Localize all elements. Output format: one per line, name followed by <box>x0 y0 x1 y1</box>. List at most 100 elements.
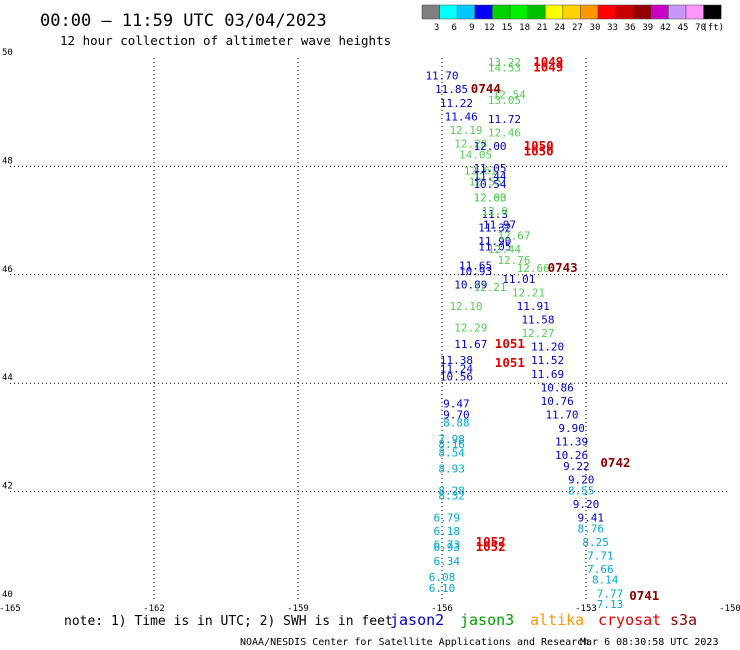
x-tick-label: -165 <box>0 604 21 614</box>
wave-height-label: 8.54 <box>438 446 465 459</box>
x-tick-label: -156 <box>431 604 453 614</box>
satellite-legend-cryosat: cryosat <box>598 611 661 629</box>
wave-height-label: 8.25 <box>582 536 609 549</box>
wave-height-label: 10.54 <box>473 178 506 191</box>
color-scale-label: 70 <box>695 23 706 33</box>
wave-height-label: 13.05 <box>488 94 521 107</box>
wave-height-label: 11.22 <box>440 97 473 110</box>
color-scale-label: 12 <box>484 23 495 33</box>
wave-height-label: 11.85 <box>435 83 468 96</box>
wave-height-label: 11.52 <box>531 354 564 367</box>
color-scale-label: 42 <box>660 23 671 33</box>
wave-height-label: 11.32 <box>478 221 511 234</box>
wave-height-label: 11.01 <box>502 273 535 286</box>
color-scale-label: 15 <box>502 23 513 33</box>
color-scale-label: 30 <box>590 23 601 33</box>
y-tick-label: 48 <box>2 156 13 166</box>
color-scale-label: 36 <box>625 23 636 33</box>
color-swatch <box>562 4 581 20</box>
color-swatch <box>703 4 722 20</box>
y-tick-label: 46 <box>2 265 13 275</box>
wave-height-label: 11.69 <box>531 368 564 381</box>
color-scale-label: 6 <box>451 23 456 33</box>
wave-height-label: 6.18 <box>434 525 461 538</box>
color-swatch <box>421 4 440 20</box>
wave-height-label: 11.3 <box>482 208 509 221</box>
wave-height-label: 12.00 <box>473 140 506 153</box>
wave-height-label: 7.66 <box>587 563 614 576</box>
plot-area: -165 -162 -159 -156 -153 -150 40 42 44 46 48 50 11.7… <box>0 48 740 614</box>
y-tick-label: 50 <box>2 48 13 58</box>
wave-height-label: 9.47 <box>443 398 470 411</box>
color-scale-label: 24 <box>554 23 565 33</box>
color-swatch <box>580 4 599 20</box>
wave-height-label: 12.0 <box>482 205 509 218</box>
pass-time-label: 1052 <box>476 539 506 554</box>
wave-height-label: 11.70 <box>545 408 578 421</box>
pass-time-label: 0742 <box>600 455 630 470</box>
wave-height-label: 11.24 <box>440 362 473 375</box>
wave-height-label: 11.05 <box>473 162 506 175</box>
wave-height-label: 9.20 <box>573 498 600 511</box>
wave-height-label: 11.20 <box>531 341 564 354</box>
wave-height-label: 12.29 <box>454 322 487 335</box>
wave-height-label: 14.05 <box>459 148 492 161</box>
wave-height-label: 6.73 <box>434 539 461 552</box>
color-scale-label: 33 <box>607 23 618 33</box>
wave-height-label: 12.10 <box>449 300 482 313</box>
wave-height-label: 8.14 <box>592 574 619 587</box>
pass-time-label: 1050 <box>524 138 554 153</box>
wave-height-label: 12.27 <box>521 327 554 340</box>
x-tick-label: -159 <box>287 604 309 614</box>
wave-height-label: 9.22 <box>563 460 590 473</box>
wave-height-label: 9.20 <box>568 473 595 486</box>
y-tick-label: 40 <box>2 590 13 600</box>
pass-time-label: 1049 <box>533 60 563 75</box>
pass-time-label: 1050 <box>524 144 554 159</box>
wave-height-label: 7.13 <box>597 598 624 611</box>
wave-height-label: 11.38 <box>440 354 473 367</box>
color-swatch <box>527 4 546 20</box>
pass-time-label: 1051 <box>495 336 525 351</box>
color-swatch <box>632 4 652 20</box>
wave-height-label: 12.76 <box>497 254 530 267</box>
color-scale-label: 45 <box>678 23 689 33</box>
wave-height-label: 12.44 <box>488 243 521 256</box>
wave-height-label: 6.34 <box>434 555 461 568</box>
wave-height-label: 12.55 <box>469 175 502 188</box>
wave-height-label: 12.28 <box>454 137 487 150</box>
wave-height-label: 12.19 <box>449 124 482 137</box>
wave-height-label: 11.05 <box>478 240 511 253</box>
wave-height-label: 13.22 <box>488 56 521 69</box>
color-swatch <box>509 4 528 20</box>
color-scale-label: 27 <box>572 23 583 33</box>
pass-time-label: 1051 <box>495 355 525 370</box>
wave-height-label: 7.98 <box>438 433 465 446</box>
color-swatch <box>439 4 458 20</box>
color-swatch <box>544 4 564 20</box>
wave-height-label: 8.55 <box>568 484 595 497</box>
y-tick-label: 44 <box>2 373 13 383</box>
satellite-legend-jason3: jason3 <box>460 611 514 629</box>
wave-height-label: 10.86 <box>541 381 574 394</box>
pass-time-label: 0744 <box>471 81 501 96</box>
wave-height-label: 10.93 <box>459 265 492 278</box>
wave-height-label: 11.90 <box>478 235 511 248</box>
wave-height-label: 12.00 <box>473 192 506 205</box>
color-scale-label: (ft) <box>702 23 724 33</box>
wave-height-label: 12.66 <box>517 262 550 275</box>
generated-timestamp: Mar 6 08:30:58 UTC 2023 <box>580 637 718 648</box>
wave-height-label: 10.76 <box>541 395 574 408</box>
wave-height-label: 8.28 <box>438 484 465 497</box>
color-swatch <box>615 4 634 20</box>
color-scale-label: 21 <box>537 23 548 33</box>
wave-height-label: 10.89 <box>454 278 487 291</box>
wave-height-label: 11.46 <box>445 110 478 123</box>
color-scale-legend: 3 6 9 12 15 18 21 24 27 30 33 36 39 42 45 70(ft) <box>421 4 724 33</box>
wave-height-label: 12.46 <box>488 127 521 140</box>
color-swatch <box>474 4 493 20</box>
wave-height-label: 9.70 <box>443 408 470 421</box>
x-tick-label: -150 <box>719 604 740 614</box>
pass-time-label: 0741 <box>629 588 659 603</box>
footnote: note: 1) Time is in UTC; 2) SWH is in fe… <box>64 614 393 629</box>
